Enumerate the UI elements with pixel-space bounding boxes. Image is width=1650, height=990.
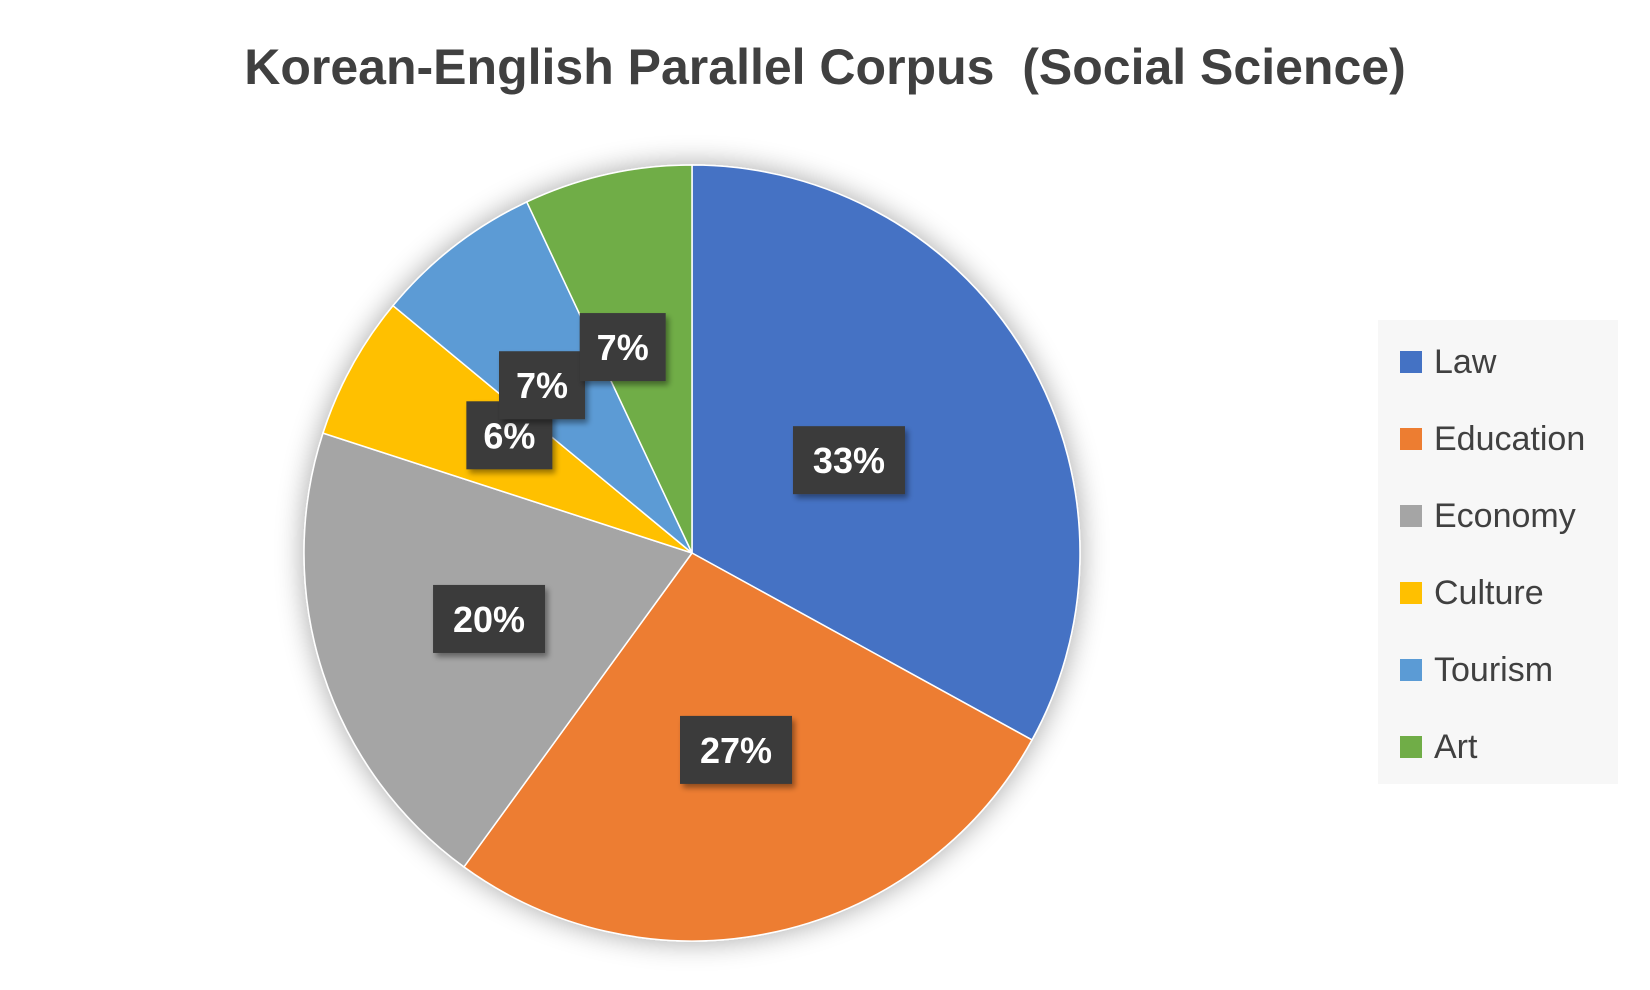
legend-label: Economy [1434,496,1576,535]
legend-item-law: Law [1400,342,1496,382]
legend-item-art: Art [1400,727,1477,767]
data-label-box [792,426,905,495]
legend-swatch [1400,351,1422,373]
data-label-text: 27% [700,730,772,771]
data-label-text: 6% [483,415,535,456]
legend-swatch [1400,505,1422,527]
data-label-text: 7% [516,365,568,406]
data-label-box [680,715,793,784]
pie-data-labels: 33% 27% 20% 6% 7% 7% [433,313,905,784]
legend-item-tourism: Tourism [1400,650,1553,690]
data-label-box [433,584,546,653]
legend-swatch [1400,582,1422,604]
legend: Law Education Economy Culture Tourism Art [1378,320,1618,784]
legend-label: Culture [1434,573,1544,612]
data-label-text: 20% [453,599,525,640]
legend-item-culture: Culture [1400,573,1544,613]
data-label-education: 27% [680,715,793,784]
legend-swatch [1400,428,1422,450]
legend-item-education: Education [1400,419,1585,459]
legend-label: Law [1434,342,1497,381]
legend-label: Tourism [1434,650,1554,689]
data-label-law: 33% [792,426,905,495]
chart-title: Korean-English Parallel Corpus (Social S… [244,39,1406,95]
data-label-tourism: 7% [499,351,586,420]
data-label-economy: 20% [433,584,546,653]
legend-item-economy: Economy [1400,496,1576,536]
legend-swatch [1400,659,1422,681]
pie-slices [303,164,1081,942]
legend-swatch [1400,736,1422,758]
legend-label: Art [1434,727,1478,766]
data-label-box [499,351,586,420]
data-label-box [579,313,666,382]
data-label-art: 7% [579,313,666,382]
legend-label: Education [1434,419,1586,458]
data-label-text: 7% [597,327,649,368]
data-label-text: 33% [813,440,885,481]
